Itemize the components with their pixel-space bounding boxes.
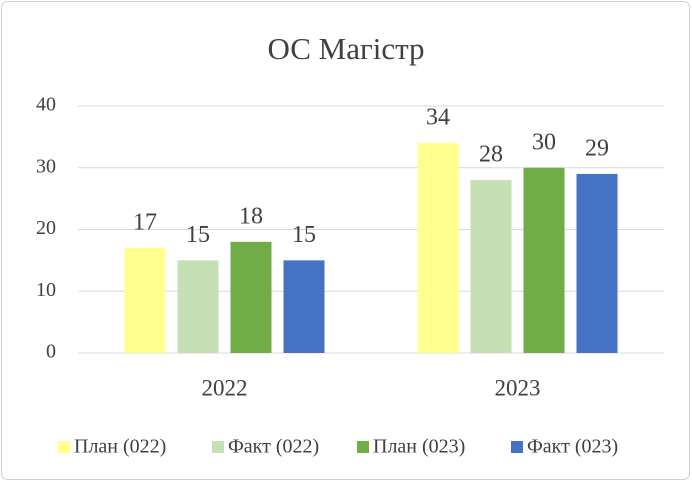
data-label: 29 bbox=[585, 135, 609, 161]
legend-swatch bbox=[511, 441, 523, 453]
data-label: 34 bbox=[426, 105, 450, 131]
legend-label: План (022) bbox=[74, 436, 166, 458]
x-tick-label: 2022 bbox=[202, 375, 248, 400]
legend-label: План (023) bbox=[373, 436, 465, 458]
bar bbox=[177, 260, 219, 353]
data-label: 15 bbox=[186, 222, 210, 248]
legend-swatch bbox=[357, 441, 369, 453]
bar bbox=[523, 167, 565, 353]
y-tick-label: 40 bbox=[36, 94, 56, 116]
bar bbox=[124, 248, 166, 353]
legend-label: Факт (023) bbox=[527, 436, 618, 458]
data-label: 28 bbox=[479, 142, 503, 168]
y-tick-label: 10 bbox=[36, 279, 56, 301]
data-label: 18 bbox=[239, 203, 263, 229]
legend-label: Факт (022) bbox=[228, 436, 319, 458]
data-label: 17 bbox=[133, 210, 157, 236]
chart-title: ОС Магістр bbox=[267, 31, 424, 66]
x-tick-label: 2023 bbox=[495, 375, 541, 400]
bar bbox=[470, 180, 512, 353]
bar bbox=[576, 173, 618, 353]
data-label: 15 bbox=[292, 222, 316, 248]
data-label: 30 bbox=[532, 129, 556, 155]
legend-swatch bbox=[212, 441, 224, 453]
bar bbox=[417, 143, 459, 353]
legend-swatch bbox=[58, 441, 70, 453]
bar bbox=[230, 241, 272, 353]
bar bbox=[283, 260, 325, 353]
y-tick-label: 30 bbox=[36, 155, 56, 177]
y-tick-label: 20 bbox=[36, 217, 56, 239]
y-tick-label: 0 bbox=[46, 341, 56, 363]
